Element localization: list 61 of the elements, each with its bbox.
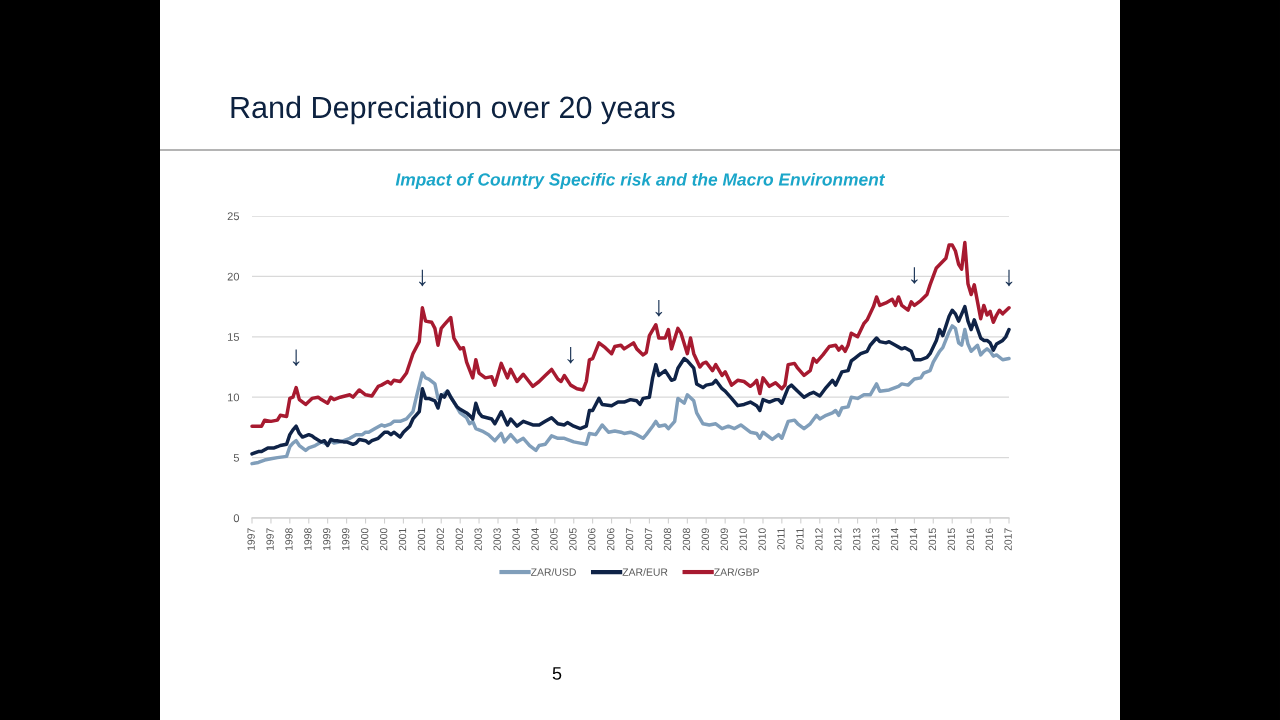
chart-title: Rand Depreciation over 20 years: [231, 95, 675, 125]
x-tick-label: 2014: [909, 528, 918, 551]
x-tick-label: 2006: [607, 528, 615, 551]
y-tick-label: 0: [233, 514, 240, 523]
x-tick-label: 2010: [739, 528, 747, 551]
x-tick-label: 2012: [815, 528, 823, 551]
chart-subtitle: Impact of Country Specific risk and the Macro Environment: [395, 172, 886, 190]
legend-label: ZAR/GBP: [714, 568, 759, 576]
x-tick-label: 2006: [588, 528, 596, 551]
x-tick-label: 1998: [285, 528, 293, 551]
x-tick-label: 2009: [720, 528, 728, 551]
x-tick-label: 2000: [361, 528, 369, 551]
x-tick-label: 2013: [871, 528, 880, 551]
x-tick-label: 2015: [928, 528, 937, 551]
x-tick-label: 1999: [342, 528, 350, 551]
y-tick-label: 20: [227, 272, 240, 281]
y-tick-label: 5: [233, 453, 240, 462]
x-tick-label: 2012: [834, 528, 842, 551]
x-tick-label: 2015: [947, 528, 956, 551]
x-tick-label: 2001: [398, 528, 407, 551]
x-tick-label: 1999: [323, 528, 331, 551]
y-tick-label: 15: [227, 333, 240, 341]
x-tick-label: 1998: [304, 528, 312, 551]
x-tick-label: 2017: [1004, 528, 1012, 551]
x-tick-label: 2008: [682, 528, 691, 551]
x-tick-label: 2005: [569, 528, 577, 551]
x-tick-label: 2004: [512, 528, 520, 551]
y-tick-label: 25: [227, 212, 240, 221]
line-series: [250, 240, 1011, 428]
x-tick-label: 2002: [436, 528, 445, 551]
text: 5: [552, 667, 562, 680]
annotation: ↓: [567, 347, 574, 364]
legend-label: ZAR/EUR: [622, 568, 668, 576]
x-tick-label: 1997: [266, 528, 274, 551]
x-tick-label: 2011: [777, 528, 785, 550]
x-tick-label: 2000: [379, 528, 388, 551]
x-tick-label: 2003: [474, 528, 482, 551]
legend-label: ZAR/USD: [531, 568, 576, 576]
x-tick-label: 2008: [663, 528, 672, 551]
annotation: ↓: [911, 267, 918, 284]
annotation: ↓: [1005, 269, 1013, 287]
x-tick-label: 2003: [493, 528, 501, 551]
x-tick-label: 2005: [550, 528, 558, 551]
y-tick-label: 10: [227, 393, 240, 402]
x-tick-label: 2014: [890, 528, 899, 551]
x-tick-label: 2016: [966, 528, 974, 551]
annotation: ↓: [655, 299, 663, 317]
x-tick-label: 2011: [796, 528, 804, 550]
x-tick-label: 2009: [701, 528, 709, 551]
x-tick-label: 2002: [455, 528, 463, 551]
x-tick-label: 2016: [985, 528, 993, 551]
x-tick-label: 2001: [417, 528, 426, 551]
x-tick-label: 2004: [531, 528, 539, 551]
annotation: ↓: [419, 269, 426, 287]
x-tick-label: 2013: [853, 528, 861, 551]
x-tick-label: 2007: [644, 528, 653, 551]
x-tick-label: 2007: [625, 528, 634, 551]
x-tick-label: 2010: [758, 528, 766, 551]
annotation: ↓: [292, 349, 300, 366]
x-tick-label: 1997: [247, 528, 255, 551]
line-series: [250, 324, 1011, 466]
